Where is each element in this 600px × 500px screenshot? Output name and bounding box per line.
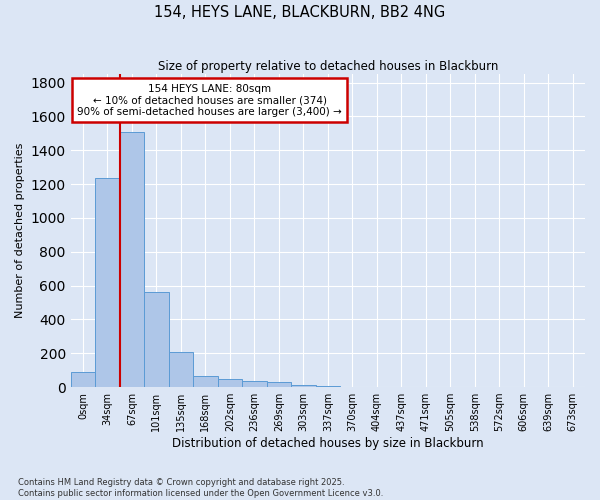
Text: Contains HM Land Registry data © Crown copyright and database right 2025.
Contai: Contains HM Land Registry data © Crown c… (18, 478, 383, 498)
X-axis label: Distribution of detached houses by size in Blackburn: Distribution of detached houses by size … (172, 437, 484, 450)
Bar (169, 352, 193, 387)
Y-axis label: Number of detached properties: Number of detached properties (15, 143, 25, 318)
Bar (95, 178, 119, 387)
Bar (144, 292, 169, 387)
Text: 154, HEYS LANE, BLACKBURN, BB2 4NG: 154, HEYS LANE, BLACKBURN, BB2 4NG (154, 5, 446, 20)
Bar (119, 132, 144, 387)
Bar (316, 386, 340, 387)
Bar (71, 372, 95, 387)
Bar (193, 376, 218, 387)
Bar (291, 385, 316, 387)
Text: 154 HEYS LANE: 80sqm
← 10% of detached houses are smaller (374)
90% of semi-deta: 154 HEYS LANE: 80sqm ← 10% of detached h… (77, 84, 342, 117)
Bar (218, 380, 242, 387)
Title: Size of property relative to detached houses in Blackburn: Size of property relative to detached ho… (158, 60, 498, 73)
Bar (266, 382, 291, 387)
Bar (242, 381, 266, 387)
